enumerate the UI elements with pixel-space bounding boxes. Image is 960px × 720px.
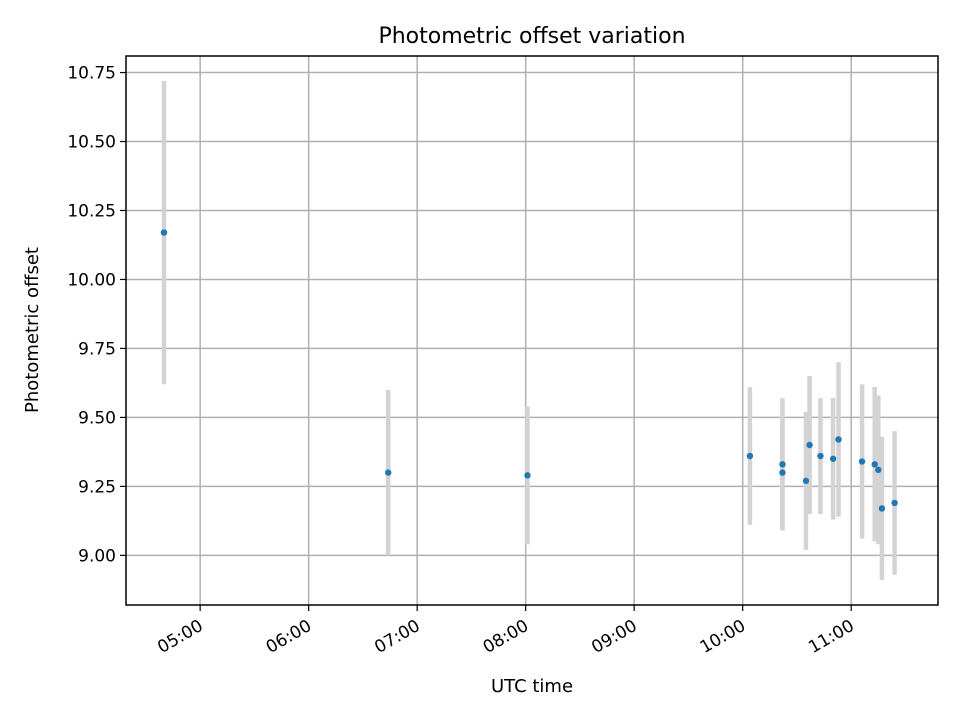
y-tick-label: 10.25 bbox=[67, 201, 116, 221]
x-tick-label: 05:00 bbox=[154, 616, 206, 658]
error-bars bbox=[161, 80, 897, 581]
chart-title: Photometric offset variation bbox=[378, 24, 685, 49]
data-point bbox=[524, 472, 531, 479]
y-tick-label: 9.50 bbox=[78, 408, 116, 428]
x-tick-label: 08:00 bbox=[480, 616, 532, 658]
x-tick-label: 11:00 bbox=[805, 616, 857, 658]
data-point bbox=[878, 505, 886, 512]
y-axis-label: Photometric offset bbox=[22, 247, 43, 413]
data-point bbox=[779, 469, 786, 476]
data-point bbox=[891, 499, 898, 507]
data-point bbox=[746, 452, 754, 460]
data-point bbox=[829, 455, 837, 462]
data-point bbox=[835, 436, 842, 443]
data-point bbox=[779, 461, 786, 468]
y-tick-label: 9.75 bbox=[78, 339, 116, 359]
data-points bbox=[160, 229, 898, 512]
data-point bbox=[385, 469, 392, 476]
x-tick-label: 07:00 bbox=[371, 616, 423, 658]
data-point bbox=[858, 458, 866, 465]
y-tick-label: 10.75 bbox=[67, 64, 116, 84]
y-tick-label: 10.00 bbox=[67, 270, 116, 290]
x-tick-label: 06:00 bbox=[263, 616, 315, 658]
y-tick-label: 10.50 bbox=[67, 133, 116, 153]
data-point bbox=[871, 461, 878, 468]
plot-frame bbox=[125, 55, 939, 606]
data-point bbox=[160, 229, 168, 236]
grid bbox=[126, 56, 938, 605]
y-tick-label: 9.00 bbox=[78, 546, 116, 566]
data-point bbox=[817, 452, 824, 460]
y-axis-ticks: 9.00 9.25 9.50 9.75 10.00 10.25 10.50 10.75 bbox=[67, 64, 126, 566]
x-tick-label: 10:00 bbox=[697, 616, 749, 658]
x-tick-label: 09:00 bbox=[588, 616, 640, 658]
data-point bbox=[875, 466, 882, 474]
x-axis-label: UTC time bbox=[491, 676, 573, 697]
x-axis-ticks: 05:00 06:00 07:00 08:00 09:00 10:00 11:00 bbox=[154, 605, 858, 658]
y-tick-label: 9.25 bbox=[78, 477, 116, 497]
data-point bbox=[806, 441, 813, 449]
data-point bbox=[802, 477, 810, 485]
